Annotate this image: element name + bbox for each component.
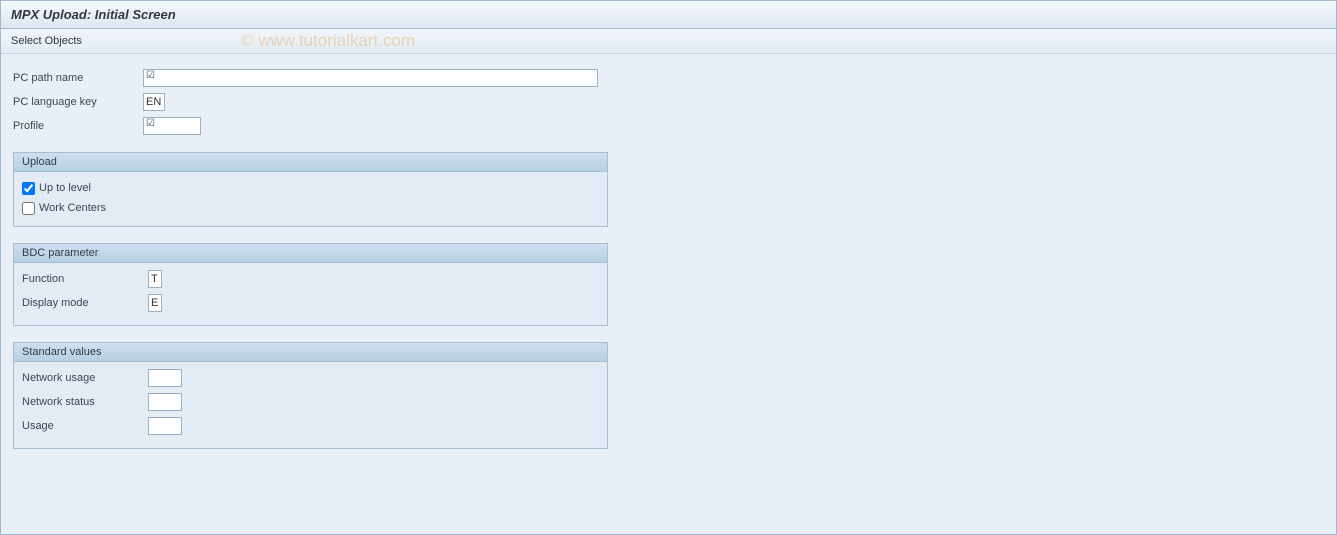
profile-input[interactable] (143, 117, 201, 135)
work-centers-checkbox[interactable] (22, 202, 35, 215)
row-profile: Profile ☑ (13, 116, 1324, 136)
row-pc-language-key: PC language key (13, 92, 1324, 112)
row-up-to-level: Up to level (22, 178, 599, 198)
group-upload-header: Upload (14, 153, 607, 172)
row-work-centers: Work Centers (22, 198, 599, 218)
work-centers-label: Work Centers (39, 202, 106, 214)
pc-path-name-input[interactable] (143, 69, 598, 87)
up-to-level-label: Up to level (39, 182, 91, 194)
usage-label: Usage (22, 420, 148, 432)
row-network-status: Network status (22, 392, 599, 412)
usage-input[interactable] (148, 417, 182, 435)
group-std-header: Standard values (14, 343, 607, 362)
function-input[interactable] (148, 270, 162, 288)
up-to-level-checkbox[interactable] (22, 182, 35, 195)
content-area: PC path name ☑ PC language key Profile ☑… (1, 54, 1336, 469)
network-status-label: Network status (22, 396, 148, 408)
pc-language-key-label: PC language key (13, 96, 143, 108)
group-upload: Upload Up to level Work Centers (13, 152, 608, 227)
group-bdc-parameter: BDC parameter Function Display mode (13, 243, 608, 326)
pc-path-name-label: PC path name (13, 72, 143, 84)
function-label: Function (22, 273, 148, 285)
network-usage-input[interactable] (148, 369, 182, 387)
profile-label: Profile (13, 120, 143, 132)
row-pc-path-name: PC path name ☑ (13, 68, 1324, 88)
row-function: Function (22, 269, 599, 289)
toolbar: Select Objects (1, 29, 1336, 54)
display-mode-input[interactable] (148, 294, 162, 312)
group-standard-values: Standard values Network usage Network st… (13, 342, 608, 449)
row-usage: Usage (22, 416, 599, 436)
pc-language-key-input[interactable] (143, 93, 165, 111)
group-bdc-header: BDC parameter (14, 244, 607, 263)
row-display-mode: Display mode (22, 293, 599, 313)
select-objects-button[interactable]: Select Objects (11, 35, 82, 47)
page-title: MPX Upload: Initial Screen (11, 7, 176, 22)
display-mode-label: Display mode (22, 297, 148, 309)
title-bar: MPX Upload: Initial Screen (1, 1, 1336, 29)
row-network-usage: Network usage (22, 368, 599, 388)
network-status-input[interactable] (148, 393, 182, 411)
network-usage-label: Network usage (22, 372, 148, 384)
